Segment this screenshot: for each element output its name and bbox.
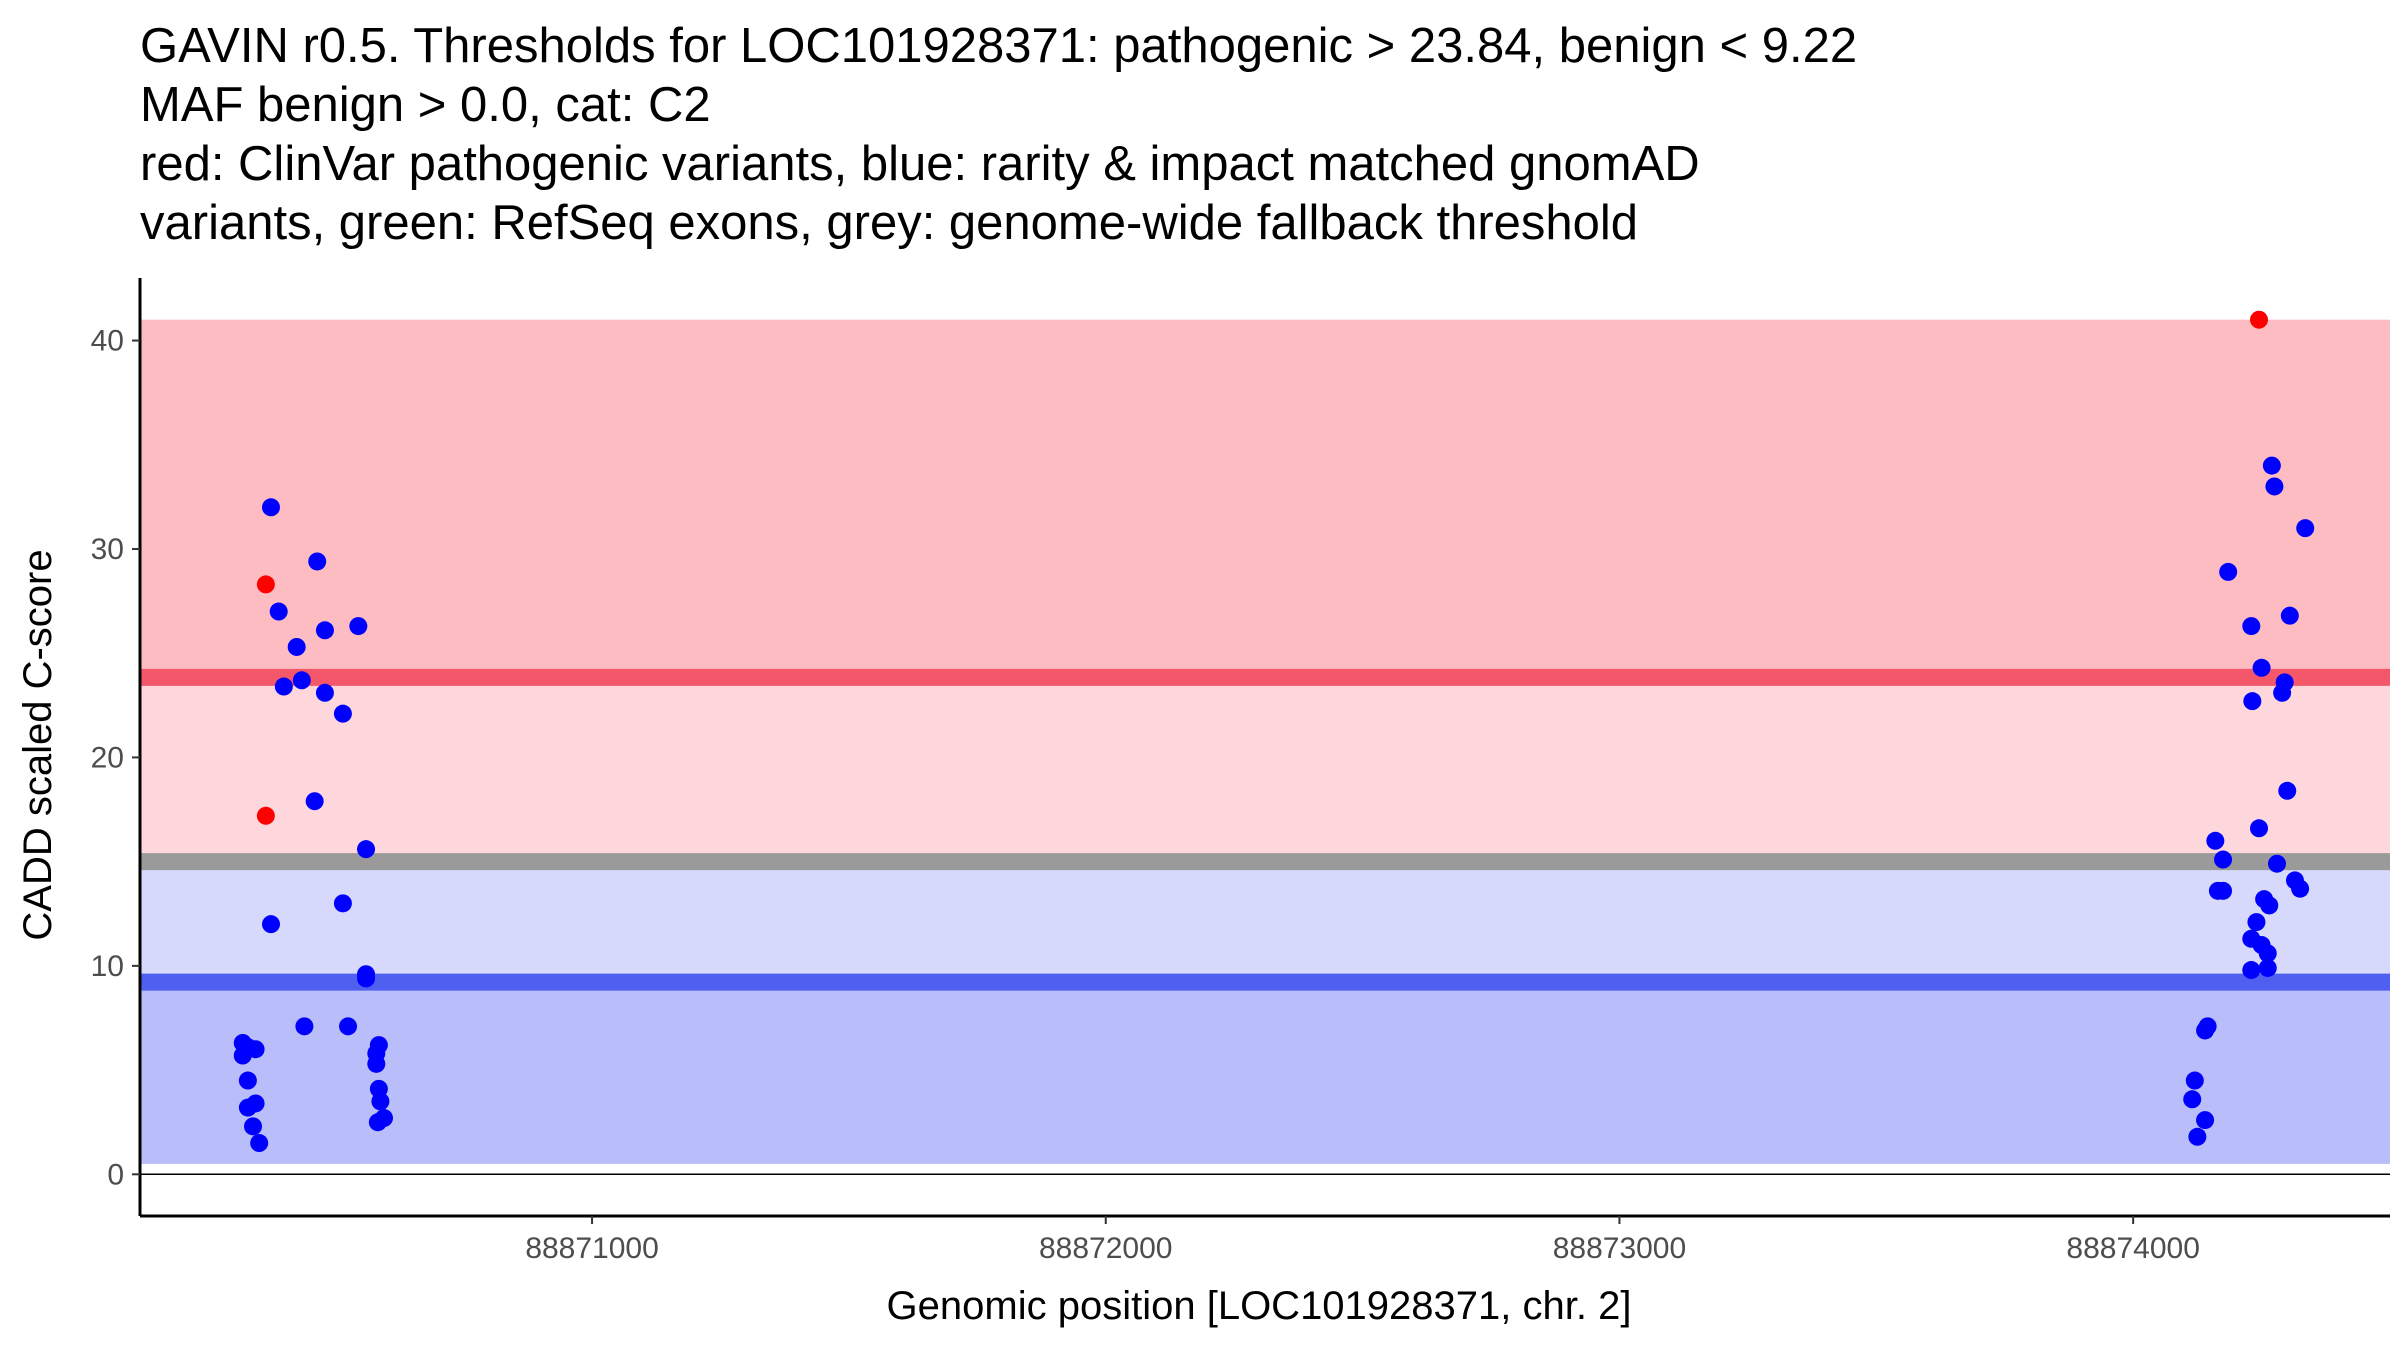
gnomad-variant-point bbox=[2214, 881, 2233, 900]
gnomad-variant-point bbox=[315, 621, 334, 640]
gnomad-variant-point bbox=[357, 840, 376, 859]
gnomad-variant-point bbox=[261, 498, 280, 517]
gnomad-variant-point bbox=[2198, 1017, 2217, 1036]
y-tick-label: 40 bbox=[91, 325, 124, 358]
gnomad-variant-point bbox=[2291, 879, 2310, 898]
gnomad-variant-point bbox=[2278, 781, 2297, 800]
threshold-bands bbox=[140, 319, 2390, 1176]
gnomad-variant-point bbox=[2252, 658, 2271, 677]
gnomad-variant-point bbox=[274, 677, 293, 696]
gnomad-variant-point bbox=[2258, 958, 2277, 977]
gnomad-variant-point bbox=[246, 1094, 265, 1113]
y-tick-label: 30 bbox=[91, 533, 124, 566]
gnomad-variant-point bbox=[244, 1117, 263, 1136]
gnomad-variant-point bbox=[238, 1071, 257, 1090]
clinvar-pathogenic-point bbox=[2250, 310, 2269, 329]
gnomad-variant-point bbox=[2188, 1127, 2207, 1146]
y-tick-label: 10 bbox=[91, 950, 124, 983]
gnomad-variant-point bbox=[2275, 673, 2294, 692]
gnomad-variant-point bbox=[333, 894, 352, 913]
gnomad-variant-point bbox=[2243, 692, 2262, 711]
gnomad-variant-point bbox=[2214, 850, 2233, 869]
gnomad-variant-point bbox=[357, 969, 376, 988]
gnomad-variant-point bbox=[349, 617, 368, 636]
pathogenic-zone-band bbox=[140, 319, 2390, 678]
gnomad-variant-point bbox=[2265, 477, 2284, 496]
gnomad-variant-point bbox=[2242, 617, 2261, 636]
clinvar-pathogenic-point bbox=[256, 806, 275, 825]
gnomad-variant-point bbox=[308, 552, 327, 571]
gnomad-variant-point bbox=[375, 1109, 394, 1128]
x-tick-label: 88874000 bbox=[2066, 1232, 2199, 1265]
gnomad-variant-point bbox=[2260, 896, 2279, 915]
chart-title: GAVIN r0.5. Thresholds for LOC101928371:… bbox=[140, 19, 1857, 250]
gnomad-variant-point bbox=[269, 602, 288, 621]
title-line-1: GAVIN r0.5. Thresholds for LOC101928371:… bbox=[140, 19, 1857, 73]
gnomad-variant-point bbox=[2183, 1090, 2202, 1109]
gnomad-variant-point bbox=[2280, 606, 2299, 625]
gnomad-variant-point bbox=[367, 1054, 386, 1073]
gnomad-variant-point bbox=[2219, 562, 2238, 581]
title-line-2: MAF benign > 0.0, cat: C2 bbox=[140, 78, 711, 132]
x-axis-title: Genomic position [LOC101928371, chr. 2] bbox=[887, 1284, 1632, 1328]
y-tick-label: 20 bbox=[91, 741, 124, 774]
gnomad-variant-point bbox=[2242, 961, 2261, 980]
y-axis-title: CADD scaled C-score bbox=[16, 549, 60, 940]
gnomad-variant-point bbox=[261, 915, 280, 934]
gnomad-variant-point bbox=[250, 1134, 269, 1153]
gnomad-variant-point bbox=[2250, 819, 2269, 838]
y-tick-label: 0 bbox=[107, 1158, 124, 1191]
lower-intermediate-zone-band bbox=[140, 861, 2390, 983]
variant-points bbox=[233, 310, 2315, 1153]
gnomad-variant-point bbox=[2196, 1111, 2215, 1130]
gnomad-variant-point bbox=[2267, 854, 2286, 873]
benign-zone-band bbox=[140, 982, 2390, 1164]
gnomad-variant-point bbox=[2258, 944, 2277, 963]
gnomad-variant-point bbox=[315, 683, 334, 702]
x-tick-label: 88871000 bbox=[525, 1232, 658, 1265]
gnomad-variant-point bbox=[2247, 913, 2266, 932]
gnomad-variant-point bbox=[305, 792, 324, 811]
x-tick-label: 88872000 bbox=[1039, 1232, 1172, 1265]
gnomad-variant-point bbox=[2185, 1071, 2204, 1090]
clinvar-pathogenic-point bbox=[256, 575, 275, 594]
gnomad-variant-point bbox=[287, 637, 306, 656]
gnomad-variant-point bbox=[2296, 519, 2315, 538]
gnomad-variant-point bbox=[333, 704, 352, 723]
gnomad-variant-point bbox=[292, 671, 311, 690]
upper-intermediate-zone-band bbox=[140, 677, 2390, 862]
gnomad-variant-point bbox=[339, 1017, 358, 1036]
gnomad-variant-point bbox=[295, 1017, 314, 1036]
threshold-lines bbox=[140, 668, 2390, 991]
gnomad-variant-point bbox=[246, 1040, 265, 1059]
x-tick-label: 88873000 bbox=[1553, 1232, 1686, 1265]
title-line-4: variants, green: RefSeq exons, grey: gen… bbox=[140, 196, 1638, 250]
gnomad-variant-point bbox=[2206, 831, 2225, 850]
gnomad-variant-point bbox=[371, 1092, 390, 1111]
gnomad-variant-point bbox=[2262, 456, 2281, 475]
title-line-3: red: ClinVar pathogenic variants, blue: … bbox=[140, 137, 1700, 191]
axes: 0 10 20 30 40 88871000 88872000 88873000 8887400… bbox=[91, 278, 2390, 1265]
